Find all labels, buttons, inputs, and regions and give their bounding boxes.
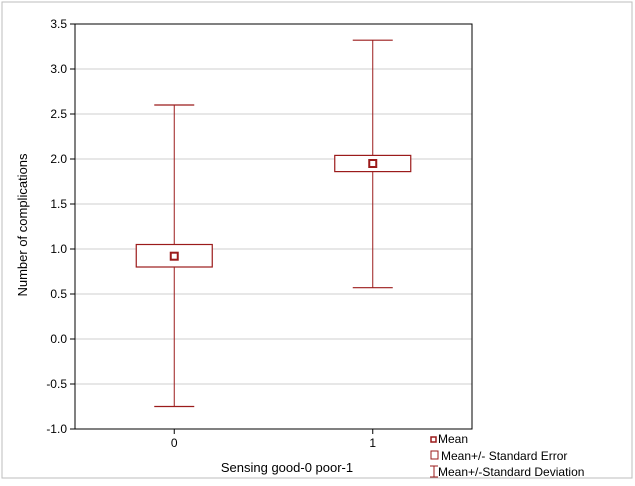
mean-marker — [169, 251, 179, 261]
outer-frame — [1, 1, 633, 479]
plot-area-frame — [74, 23, 473, 430]
x-tick-label: 0 — [171, 436, 178, 450]
mean-marker — [368, 159, 378, 168]
legend-item-mean: Mean — [438, 432, 468, 446]
legend-item-se: Mean+/- Standard Error — [441, 449, 567, 463]
y-tick-label: 3.0 — [50, 62, 67, 76]
y-axis-label: Number of complications — [15, 153, 30, 297]
chart-marks — [135, 39, 412, 408]
y-tick-label: 2.5 — [50, 107, 67, 121]
legend-mean-marker — [430, 436, 437, 443]
x-axis-label: Sensing good-0 poor-1 — [221, 460, 353, 475]
y-tick-label: -1.0 — [46, 422, 67, 436]
y-tick-label: 3.5 — [50, 17, 67, 31]
legend-se-marker — [430, 450, 439, 460]
box-group-0 — [135, 104, 213, 408]
y-tick-label: 1.5 — [50, 197, 67, 211]
y-tick-label: 1.0 — [50, 242, 67, 256]
y-tick-label: 0.0 — [50, 332, 67, 346]
y-tick-label: 2.0 — [50, 152, 67, 166]
y-tick-label: -0.5 — [46, 377, 67, 391]
legend: Mean Mean+/- Standard Error Mean+/-Stand… — [430, 432, 584, 479]
legend-item-sd: Mean+/-Standard Deviation — [438, 465, 584, 479]
box-group-1 — [334, 39, 412, 289]
y-tick-label: 0.5 — [50, 287, 67, 301]
axis-ticks: -1.0 -0.5 0.0 0.5 1.0 1.5 2.0 2.5 3.0 3.5 0 1 — [46, 17, 376, 450]
x-tick-label: 1 — [369, 436, 376, 450]
